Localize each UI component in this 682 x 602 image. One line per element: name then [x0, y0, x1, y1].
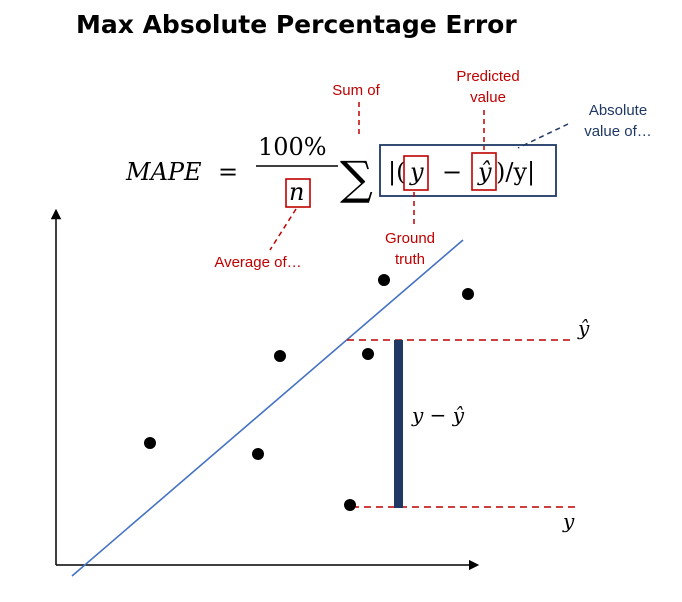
average-of-text: Average of…: [214, 254, 302, 271]
data-point: [462, 288, 474, 300]
data-point: [362, 348, 374, 360]
plot-label-y: y: [562, 509, 575, 533]
ground-truth-highlight-box: [403, 155, 429, 191]
residual-label: y − ŷ: [411, 403, 465, 427]
sum-of-label: Sum of: [324, 80, 388, 101]
data-point: [252, 448, 264, 460]
ground-line-2: truth: [394, 251, 425, 268]
data-point: [274, 350, 286, 362]
residual-bar: [394, 340, 403, 508]
ground-line-1: Ground: [384, 230, 436, 247]
absolute-pointer: [517, 123, 569, 149]
absolute-value-label: Absolute value of…: [570, 100, 666, 142]
denominator-highlight-box: [285, 178, 311, 208]
ground-truth-label: Ground truth: [362, 228, 458, 270]
plot-label-y-hat: ŷ: [577, 316, 590, 340]
data-point: [344, 499, 356, 511]
absolute-value-box: [379, 144, 557, 197]
sum-of-text: Sum of: [332, 82, 380, 99]
formula-y: y: [409, 158, 424, 186]
average-of-pointer: [269, 208, 297, 251]
formula-denominator: n: [289, 178, 304, 206]
average-of-label: Average of…: [196, 252, 320, 273]
regression-line: [71, 239, 464, 577]
slide-title: Max Absolute Percentage Error: [76, 10, 517, 39]
predicted-line-2: value: [470, 89, 506, 106]
formula-numerator: 100%: [258, 133, 327, 161]
absolute-line-2: value of…: [584, 123, 652, 140]
predicted-highlight-box: [471, 152, 497, 191]
formula-sigma: ∑: [340, 151, 373, 205]
data-point: [144, 437, 156, 449]
formula-abs-open: |(: [388, 158, 405, 187]
formula-minus: −: [442, 158, 462, 186]
data-point: [378, 274, 390, 286]
predicted-line-1: Predicted: [456, 68, 520, 85]
predicted-value-label: Predicted value: [440, 66, 536, 108]
formula-y-hat: ŷ: [477, 158, 492, 186]
formula-equals: =: [218, 158, 238, 186]
absolute-line-1: Absolute: [588, 102, 648, 119]
formula-tail: )/y|: [496, 158, 535, 187]
formula-lhs: MAPE: [125, 158, 202, 186]
